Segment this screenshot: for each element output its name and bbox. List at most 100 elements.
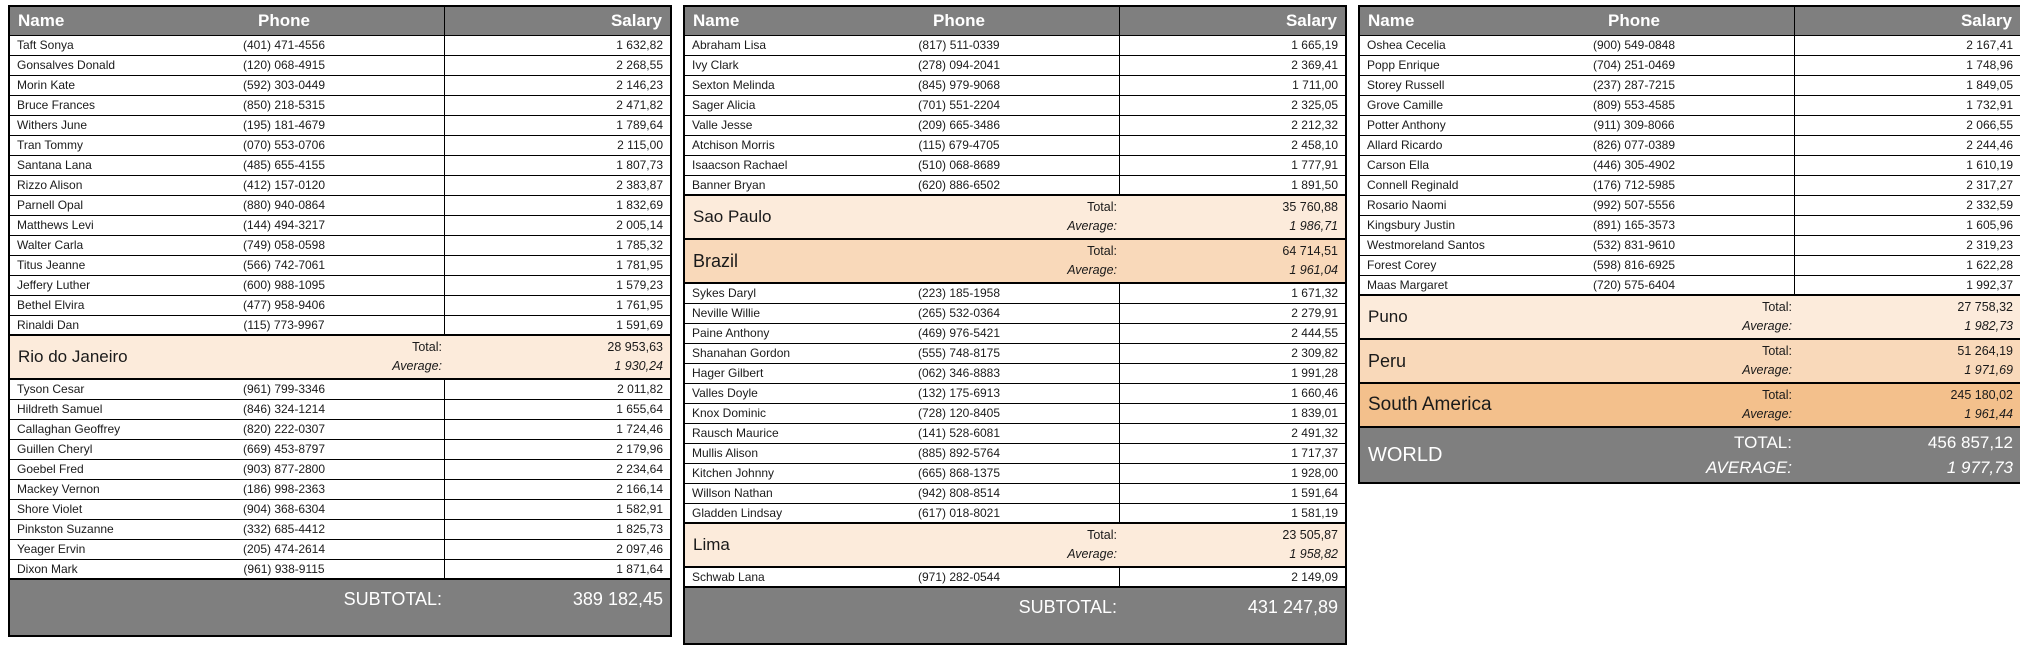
summary-values: 245 180,02 1 961,44 — [1794, 383, 2020, 427]
salary-table-1: Name Phone Salary Taft Sonya (401) 471-45… — [8, 5, 672, 637]
person-salary-cell: 1 591,69 — [443, 315, 671, 335]
name-column-header: Name — [1359, 6, 1514, 36]
person-phone-cell: (144) 494-3217 — [242, 218, 326, 232]
table-header: Name Phone Salary — [1359, 6, 2020, 36]
gap-cell — [404, 175, 444, 195]
person-row: Gladden Lindsay (617) 018-8021 1 581,19 — [684, 503, 1346, 523]
gap-cell — [404, 519, 444, 539]
gap-cell — [404, 399, 444, 419]
person-row: Abraham Lisa (817) 511-0339 1 665,19 — [684, 35, 1346, 55]
gap-cell — [1079, 55, 1119, 75]
gap-cell — [404, 275, 444, 295]
person-name-cell: Forest Corey — [1367, 258, 1437, 272]
person-phone-cell: (278) 094-2041 — [917, 58, 1001, 72]
person-row: Santana Lana (485) 655-4155 1 807,73 — [9, 155, 671, 175]
person-name-cell: Kitchen Johnny — [692, 466, 775, 480]
person-row: Rausch Maurice (141) 528-6081 2 491,32 — [684, 423, 1346, 443]
gap-cell — [1079, 283, 1119, 303]
person-row: Pinkston Suzanne (332) 685-4412 1 825,73 — [9, 519, 671, 539]
average-value: 1 958,82 — [1289, 547, 1338, 561]
person-salary-cell: 1 992,37 — [1793, 275, 2020, 295]
person-row: Valles Doyle (132) 175-6913 1 660,46 — [684, 383, 1346, 403]
person-salary-cell: 1 785,32 — [443, 235, 671, 255]
person-row: Hildreth Samuel (846) 324-1214 1 655,64 — [9, 399, 671, 419]
person-phone-cell: (942) 808-8514 — [917, 486, 1001, 500]
average-value: 1 977,73 — [1946, 458, 2013, 477]
salary-table-3: Name Phone Salary Oshea Cecelia (900) 549… — [1358, 5, 2020, 484]
person-row: Allard Ricardo (826) 077-0389 2 244,46 — [1359, 135, 2020, 155]
total-value: 28 953,63 — [607, 339, 663, 354]
person-name-cell: Titus Jeanne — [17, 258, 86, 272]
gap-cell — [404, 195, 444, 215]
person-row: Kitchen Johnny (665) 868-1375 1 928,00 — [684, 463, 1346, 483]
person-row: Dixon Mark (961) 938-9115 1 871,64 — [9, 559, 671, 579]
person-salary-cell: 1 807,73 — [443, 155, 671, 175]
person-row: Atchison Morris (115) 679-4705 2 458,10 — [684, 135, 1346, 155]
summary-name: WORLD — [1359, 427, 1514, 483]
salary-column-header: Salary — [443, 6, 671, 36]
phone-column-header: Phone — [164, 6, 404, 36]
header-gap — [404, 6, 444, 36]
person-salary-cell: 2 279,91 — [1118, 303, 1346, 323]
average-label: Average: — [1067, 547, 1117, 561]
person-row: Rinaldi Dan (115) 773-9967 1 591,69 — [9, 315, 671, 335]
summary-labels: Total: Average: — [1514, 339, 1794, 383]
person-name-cell: Taft Sonya — [17, 38, 74, 52]
person-phone-cell: (961) 799-3346 — [242, 382, 326, 397]
gap-cell — [1079, 175, 1119, 195]
gap-cell — [404, 559, 444, 579]
average-value: 1 982,73 — [1964, 319, 2013, 333]
person-row: Valle Jesse (209) 665-3486 2 212,32 — [684, 115, 1346, 135]
person-name-cell: Potter Anthony — [1367, 118, 1446, 132]
person-phone-cell: (401) 471-4556 — [242, 38, 326, 52]
person-salary-cell: 1 839,01 — [1118, 403, 1346, 423]
person-name-cell: Mullis Alison — [692, 446, 759, 460]
person-name-cell: Valles Doyle — [692, 386, 758, 400]
person-name-cell: Valle Jesse — [692, 118, 753, 132]
person-name-cell: Oshea Cecelia — [1367, 38, 1446, 52]
person-phone-cell: (062) 346-8883 — [917, 366, 1001, 380]
summary-row-continent: South America Total: Average: 245 180,02 1 9… — [1359, 383, 2020, 427]
person-name-cell: Connell Reginald — [1367, 178, 1459, 192]
person-salary-cell: 1 655,64 — [443, 399, 671, 419]
person-salary-cell: 2 146,23 — [443, 75, 671, 95]
average-value: 1 930,24 — [614, 359, 663, 373]
person-name-cell: Westmoreland Santos — [1367, 238, 1485, 252]
person-name-cell: Callaghan Geoffrey — [17, 422, 121, 436]
person-row: Goebel Fred (903) 877-2800 2 234,64 — [9, 459, 671, 479]
person-phone-cell: (477) 958-9406 — [242, 298, 326, 312]
person-phone-cell: (820) 222-0307 — [242, 422, 326, 436]
person-phone-cell: (265) 532-0364 — [917, 306, 1001, 320]
person-phone-cell: (817) 511-0339 — [918, 38, 1000, 52]
gap-cell — [404, 55, 444, 75]
person-name-cell: Willson Nathan — [692, 486, 773, 500]
total-label: Total: — [1087, 199, 1117, 214]
total-label: Total: — [1087, 527, 1117, 542]
person-phone-cell: (598) 816-6925 — [1592, 258, 1676, 272]
person-salary-cell: 2 066,55 — [1793, 115, 2020, 135]
person-name-cell: Schwab Lana — [692, 570, 765, 584]
person-row: Morin Kate (592) 303-0449 2 146,23 — [9, 75, 671, 95]
person-salary-cell: 2 179,96 — [443, 439, 671, 459]
person-row: Sexton Melinda (845) 979-9068 1 711,00 — [684, 75, 1346, 95]
person-name-cell: Rosario Naomi — [1367, 198, 1447, 212]
gap-cell — [404, 499, 444, 519]
summary-values: 23 505,87 1 958,82 — [1119, 523, 1346, 567]
gap-cell — [1754, 235, 1794, 255]
person-phone-cell: (223) 185-1958 — [917, 286, 1001, 301]
subtotal-label: SUBTOTAL: — [9, 579, 444, 636]
person-row: Knox Dominic (728) 120-8405 1 839,01 — [684, 403, 1346, 423]
person-salary-cell: 1 591,64 — [1118, 483, 1346, 503]
average-label: AVERAGE: — [1706, 458, 1792, 477]
person-phone-cell: (720) 575-6404 — [1592, 277, 1676, 292]
person-phone-cell: (115) 679-4705 — [918, 138, 1000, 152]
gap-cell — [1079, 75, 1119, 95]
summary-row-city: Rio do Janeiro Total: Average: 28 953,63 1 9… — [9, 335, 671, 379]
person-name-cell: Isaacson Rachael — [692, 158, 788, 172]
person-salary-cell: 1 777,91 — [1118, 155, 1346, 175]
person-row: Oshea Cecelia (900) 549-0848 2 167,41 — [1359, 35, 2020, 55]
gap-cell — [1754, 115, 1794, 135]
person-salary-cell: 2 234,64 — [443, 459, 671, 479]
person-row: Mackey Vernon (186) 998-2363 2 166,14 — [9, 479, 671, 499]
person-phone-cell: (141) 528-6081 — [917, 426, 1001, 440]
